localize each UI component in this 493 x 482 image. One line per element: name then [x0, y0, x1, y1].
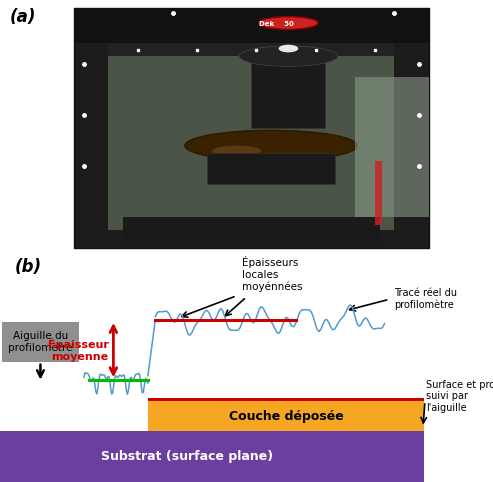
Bar — [108, 31, 394, 230]
Ellipse shape — [212, 146, 261, 156]
Text: Couche déposée: Couche déposée — [229, 410, 343, 423]
Text: Dek    50: Dek 50 — [259, 21, 293, 27]
Text: Substrat (surface plane): Substrat (surface plane) — [101, 450, 274, 463]
Bar — [148, 398, 424, 401]
Bar — [74, 8, 429, 248]
Ellipse shape — [185, 130, 357, 161]
Bar — [0, 431, 424, 482]
Bar — [2, 322, 79, 362]
Text: Épaisseurs
locales
moyénnées: Épaisseurs locales moyénnées — [242, 256, 302, 292]
Ellipse shape — [239, 46, 338, 67]
Ellipse shape — [259, 16, 318, 29]
Text: (b): (b) — [15, 257, 42, 276]
Text: Aiguille du
profilomètre: Aiguille du profilomètre — [8, 331, 72, 353]
Bar — [251, 51, 325, 128]
Bar — [148, 401, 424, 431]
Text: Tracé réel du
profilomètre: Tracé réel du profilomètre — [394, 288, 458, 310]
Ellipse shape — [279, 45, 298, 53]
Bar — [207, 153, 335, 184]
Bar — [148, 401, 424, 404]
Bar — [355, 77, 429, 217]
Bar — [74, 8, 429, 43]
Bar — [123, 217, 380, 248]
Text: Surface et profil
suivi par
l'aiguille: Surface et profil suivi par l'aiguille — [426, 380, 493, 413]
Bar — [108, 43, 394, 56]
Text: (a): (a) — [10, 8, 36, 26]
Text: Épaisseur
moyenne: Épaisseur moyenne — [48, 338, 108, 362]
Bar — [375, 161, 382, 225]
